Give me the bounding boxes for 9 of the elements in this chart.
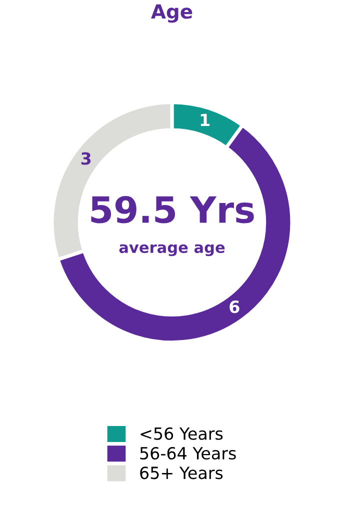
chart-title: Age xyxy=(151,4,192,23)
data-label: 3 xyxy=(81,152,91,165)
legend-label: 56-64 Years xyxy=(140,446,236,460)
data-label: 6 xyxy=(230,300,240,314)
text: average age xyxy=(119,244,225,256)
data-label: 1 xyxy=(200,114,210,126)
legend-label: 65+ Years xyxy=(140,466,223,480)
text: 59.5 Yrs xyxy=(91,196,254,224)
legend-label: <56 Years xyxy=(140,427,223,440)
